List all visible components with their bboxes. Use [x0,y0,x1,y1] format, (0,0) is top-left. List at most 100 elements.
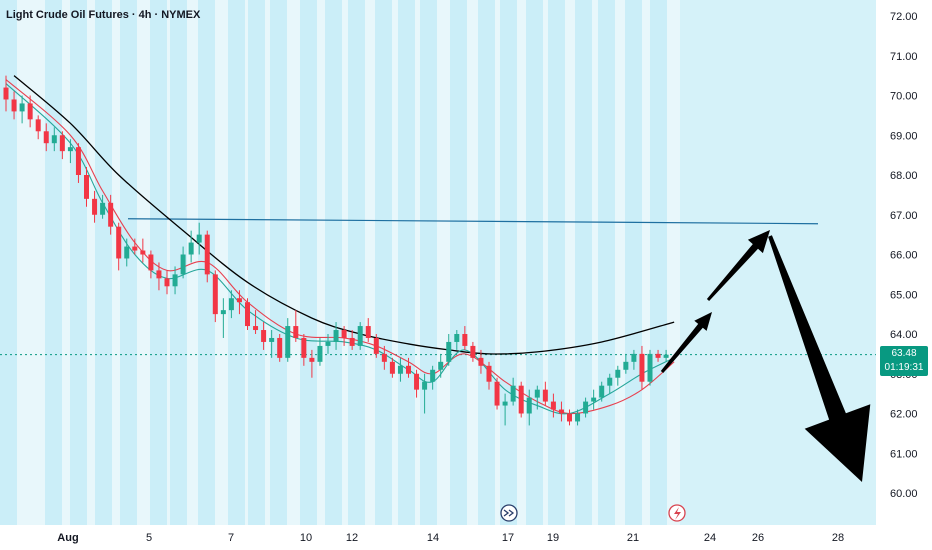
candle [124,238,130,267]
arrow-down[interactable] [768,235,871,482]
time-tick-label: 19 [547,532,559,544]
time-tick-label: 12 [346,532,358,544]
double-chevron-icon[interactable] [500,504,518,522]
candle [3,75,9,112]
arrow-up-2[interactable] [706,230,770,301]
candle [478,349,484,374]
candle [253,310,259,334]
session-band [375,0,392,525]
price-tick-label: 72.00 [890,11,918,23]
candle [100,194,106,219]
candle [67,139,73,164]
candle [502,393,508,426]
projection-arrows [660,230,871,482]
candle [623,353,629,374]
time-tick-label: 24 [704,532,716,544]
session-band [650,0,667,525]
price-tick-label: 68.00 [890,170,918,182]
candle [132,238,138,255]
candle [156,262,162,291]
session-band [420,0,437,525]
candle [591,389,597,410]
candle [92,190,98,223]
session-band [325,0,342,525]
candle [140,238,146,263]
candle [269,330,275,358]
candle [196,222,202,255]
candle [510,377,516,406]
candle [494,377,500,410]
horizontal-level-line[interactable] [127,218,819,225]
candle [188,230,194,263]
candle [454,330,460,350]
candle [430,365,436,390]
time-tick-label: 10 [300,532,312,544]
price-axis: 60.0061.0062.0063.0064.0065.0066.0067.00… [876,0,932,550]
candle [365,318,371,342]
time-tick-label: 14 [427,532,439,544]
event-markers [500,504,686,522]
candle [575,409,581,426]
candle [309,349,315,378]
session-band [0,0,17,525]
time-tick-label: 26 [752,532,764,544]
candle [542,381,548,406]
candle [285,318,291,362]
candle [518,381,524,418]
session-band [300,0,317,525]
ma-slow-series [13,75,675,355]
time-axis: Aug 5 7 10 12 14 17 19 21 24 26 28 [0,525,932,550]
candle [349,330,355,350]
candle [373,334,379,358]
candle [236,290,242,315]
candle [397,357,403,382]
time-tick-label: 7 [228,532,234,544]
price-tick-label: 66.00 [890,250,918,262]
candle [663,349,669,362]
session-band [575,0,592,525]
candle [51,127,57,152]
candle [301,334,307,366]
candle [27,95,33,128]
candle [534,385,540,410]
candle [381,345,387,370]
price-tick-label: 67.00 [890,210,918,222]
session-band [228,0,245,525]
candle [84,167,89,207]
candle [631,349,637,370]
session-band [248,0,265,525]
arrow-up-1[interactable] [660,312,712,373]
candle [317,337,323,366]
session-band [70,0,87,525]
candle [406,357,411,378]
candle [172,266,178,295]
session-band [95,0,112,525]
price-tick-label: 71.00 [890,51,918,63]
time-tick-label: 17 [502,532,514,544]
session-band [398,0,415,525]
candle [526,389,532,426]
session-band [270,0,287,525]
session-band [348,0,365,525]
session-band [120,0,137,525]
price-tick-label: 69.00 [890,130,918,142]
price-tick-label: 65.00 [890,289,918,301]
candle [148,250,154,279]
candle [422,373,428,414]
candle [558,401,564,422]
time-tick-label: Aug [57,532,78,544]
candle [333,322,339,350]
candle [108,194,114,235]
candle [245,298,250,331]
candle [180,246,186,279]
candle [389,357,395,378]
lightning-icon[interactable] [668,504,686,522]
session-band [170,0,187,525]
price-tick-label: 60.00 [890,488,918,500]
candle [438,353,444,378]
session-band [478,0,495,525]
candle [655,349,661,362]
candle [583,397,589,418]
